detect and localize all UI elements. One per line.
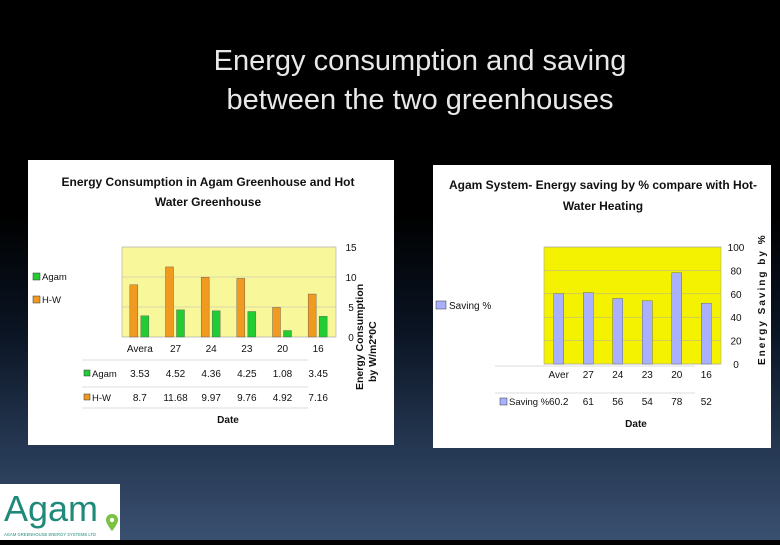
chart2-table-saving-value: 61 xyxy=(583,397,595,408)
chart1-legend-hw-swatch xyxy=(32,295,41,304)
chart1-category-label: 24 xyxy=(206,344,218,355)
chart1-bar-hw xyxy=(129,284,139,338)
slide-title-line1: Energy consumption and saving xyxy=(213,45,627,77)
chart1-bar-agam xyxy=(247,311,257,338)
chart1-bar-hw xyxy=(236,278,246,338)
chart2-category-label: 27 xyxy=(583,370,595,381)
slide-title-line2: between the two greenhouses xyxy=(226,84,614,116)
chart2-table-saving-value: 78 xyxy=(671,397,683,408)
agam-logo-tagline: AGAM GREENHOUSE ENERGY SYSTEMS LTD xyxy=(4,532,96,537)
chart1-bar-agam xyxy=(318,316,328,338)
chart1-table-agam-value: 1.08 xyxy=(273,369,293,380)
chart1-category-label: 16 xyxy=(313,344,325,355)
chart1-table-hw-value: 9.76 xyxy=(237,393,257,404)
chart2-category-label: 20 xyxy=(671,370,683,381)
chart1-bar-hw xyxy=(272,307,281,338)
chart1-ytick-label: 0 xyxy=(348,333,354,344)
chart1-bar-hw xyxy=(165,266,174,338)
chart2-table-saving-value: 54 xyxy=(642,397,654,408)
agam-logo: Agam AGAM GREENHOUSE ENERGY SYSTEMS LTD xyxy=(0,484,120,540)
chart1-table-agam-value: 4.52 xyxy=(166,369,186,380)
location-pin-icon xyxy=(106,514,118,531)
chart1-table-hw-value: 11.68 xyxy=(163,393,188,404)
chart2-table-saving-label: Saving % xyxy=(509,397,550,408)
chart2-title-line2: Water Heating xyxy=(563,199,643,213)
chart2-bar-saving xyxy=(612,298,623,365)
chart1-table-hw-value: 9.97 xyxy=(201,393,221,404)
chart1-legend-agam-swatch xyxy=(32,272,41,281)
chart1-bar-agam xyxy=(211,310,221,338)
chart1-category-label: Avera xyxy=(127,344,153,355)
chart1-bar-agam xyxy=(283,330,292,338)
chart1-category-label: 23 xyxy=(241,344,253,355)
chart1-ytick-label: 5 xyxy=(348,303,354,314)
agam-logo-wordmark: Agam xyxy=(4,488,98,529)
energy-consumption-chart: Energy Consumption in Agam Greenhouse an… xyxy=(28,160,394,445)
chart2-ytick-label: 60 xyxy=(730,290,742,301)
chart2-bar-saving xyxy=(583,292,594,365)
chart1-ylabel-line2: by W/m2*0C xyxy=(367,321,379,382)
chart1-legend-hw-label: H-W xyxy=(42,295,61,306)
chart1-ylabel-line1: Energy Consumption xyxy=(354,284,366,390)
energy-consumption-svg: Energy Consumption in Agam Greenhouse an… xyxy=(32,175,379,426)
chart2-legend-saving-label: Saving % xyxy=(449,301,491,312)
chart2-category-label: Aver xyxy=(549,370,570,381)
chart1-ytick-label: 15 xyxy=(345,243,357,254)
chart1-bar-hw xyxy=(200,276,210,338)
chart2-category-label: 23 xyxy=(642,370,654,381)
chart2-category-label: 16 xyxy=(701,370,713,381)
chart1-table-hw-value: 4.92 xyxy=(273,393,293,404)
chart1-bar-hw xyxy=(307,293,317,338)
slide-title: Energy consumption and saving between th… xyxy=(140,42,700,120)
chart2-bar-saving xyxy=(671,272,682,365)
chart1-plot-area xyxy=(121,246,337,338)
chart1-table-agam-value: 3.45 xyxy=(308,369,328,380)
chart1-table-agam-value: 3.53 xyxy=(130,369,150,380)
chart1-ytick-label: 10 xyxy=(345,273,357,284)
chart2-category-label: 24 xyxy=(612,370,624,381)
chart2-table-saving-swatch xyxy=(499,397,508,406)
chart2-bar-saving xyxy=(553,293,564,365)
chart1-bar-agam xyxy=(176,309,185,338)
chart1-category-label: 27 xyxy=(170,344,182,355)
chart2-plot-area xyxy=(543,246,722,365)
chart1-title-line2: Water Greenhouse xyxy=(155,195,262,209)
chart1-table-agam-swatch xyxy=(83,369,91,377)
chart1-table-hw-label: H-W xyxy=(92,393,111,404)
chart2-ytick-label: 40 xyxy=(730,313,742,324)
chart1-table-agam-label: Agam xyxy=(92,369,117,380)
chart1-table-agam-value: 4.36 xyxy=(201,369,221,380)
energy-saving-svg: Agam System- Energy saving by % compare … xyxy=(435,178,768,430)
chart1-table-hw-value: 8.7 xyxy=(133,393,147,404)
chart2-xlabel: Date xyxy=(625,419,647,430)
chart1-bar-agam xyxy=(140,315,150,338)
chart2-table-saving-value: 60.2 xyxy=(549,397,569,408)
chart1-category-label: 20 xyxy=(277,344,289,355)
chart2-table-saving-value: 52 xyxy=(701,397,713,408)
chart2-title-line1: Agam System- Energy saving by % compare … xyxy=(449,178,757,192)
chart2-table-saving-value: 56 xyxy=(612,397,624,408)
chart1-ylabel: Energy Consumption by W/m2*0C xyxy=(354,284,379,390)
chart2-ytick-label: 0 xyxy=(733,360,739,371)
chart1-table-hw-swatch xyxy=(83,393,91,401)
chart1-legend-agam-label: Agam xyxy=(42,272,67,283)
energy-saving-chart: Agam System- Energy saving by % compare … xyxy=(433,165,771,448)
chart2-bar-saving xyxy=(642,300,653,365)
chart2-ytick-label: 20 xyxy=(730,337,742,348)
chart1-table-hw-value: 7.16 xyxy=(308,393,328,404)
chart2-legend-saving-swatch xyxy=(435,300,447,310)
chart1-xlabel: Date xyxy=(217,415,239,426)
chart2-ylabel: Energy Saving by % xyxy=(757,233,768,365)
agam-logo-svg: Agam AGAM GREENHOUSE ENERGY SYSTEMS LTD xyxy=(4,488,118,537)
chart2-bar-saving xyxy=(701,302,712,365)
chart2-ytick-label: 100 xyxy=(728,243,745,254)
chart1-table-agam-value: 4.25 xyxy=(237,369,257,380)
chart1-title-line1: Energy Consumption in Agam Greenhouse an… xyxy=(62,175,355,189)
chart2-ytick-label: 80 xyxy=(730,266,742,277)
